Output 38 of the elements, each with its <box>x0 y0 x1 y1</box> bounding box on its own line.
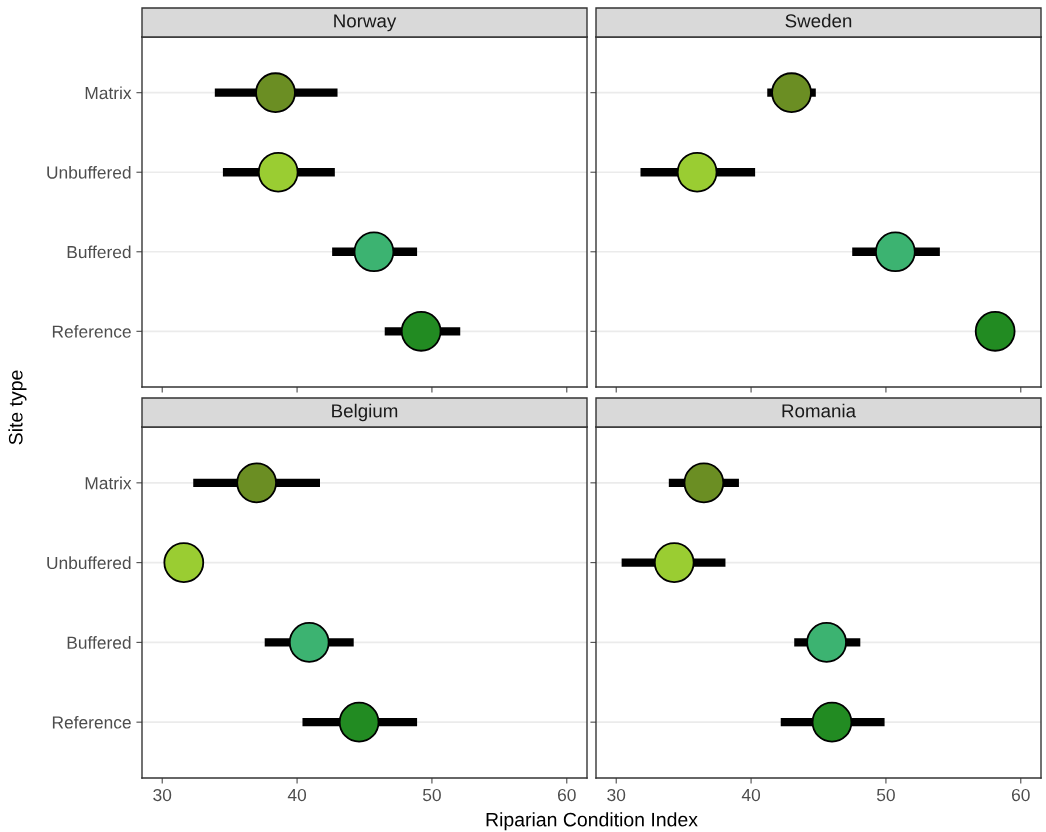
chart-title: Belgium <box>332 403 398 422</box>
x-tick-label: 50 <box>876 788 895 802</box>
point <box>288 622 330 663</box>
point <box>811 701 853 743</box>
point <box>806 622 847 663</box>
point <box>653 542 695 583</box>
chart-title: Romania <box>782 403 857 418</box>
y-tick-label: Buffered <box>67 245 131 259</box>
x-tick-label: 40 <box>741 788 761 802</box>
point <box>683 462 725 504</box>
chart-title: Sweden <box>785 13 852 28</box>
y-tick-label: Reference <box>52 715 131 729</box>
x-tick-label: 40 <box>287 788 307 802</box>
point <box>236 462 277 504</box>
point <box>974 310 1016 352</box>
y-axis-title: Site type <box>8 370 27 445</box>
y-tick-label: Matrix <box>85 86 132 100</box>
point <box>255 72 296 114</box>
point <box>257 151 299 193</box>
x-tick-label: 30 <box>607 788 626 802</box>
y-tick-label: Matrix <box>85 476 132 490</box>
point <box>875 231 916 273</box>
x-tick-label: 60 <box>558 788 576 802</box>
y-tick-label: Unbuffered <box>47 165 131 179</box>
point <box>771 72 812 114</box>
chart-title: Norway <box>334 14 397 32</box>
point <box>338 701 380 743</box>
x-tick-label: 30 <box>153 788 172 802</box>
point <box>400 310 442 352</box>
x-tick-label: 50 <box>422 788 441 802</box>
y-tick-label: Reference <box>52 325 131 338</box>
point <box>163 542 205 583</box>
x-axis-title: Riparian Condition Index <box>486 812 698 831</box>
y-tick-label: Unbuffered <box>47 556 131 570</box>
point <box>676 151 718 193</box>
x-tick-label: 60 <box>1012 788 1030 802</box>
point <box>353 231 395 273</box>
y-tick-label: Buffered <box>67 636 131 649</box>
